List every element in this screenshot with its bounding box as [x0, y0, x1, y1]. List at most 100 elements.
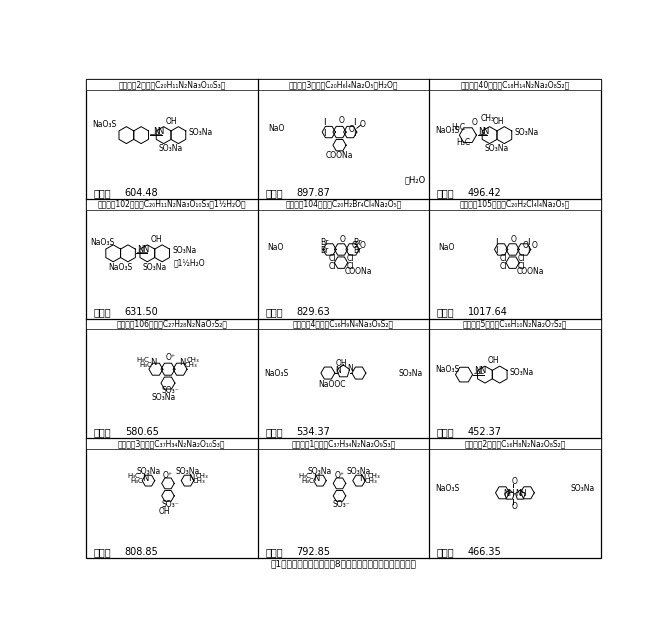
Text: 食用赤色105号　（C₂₀H₂Cl₄I₄Na₂O₅）: 食用赤色105号 （C₂₀H₂Cl₄I₄Na₂O₅）: [460, 200, 570, 209]
Text: SO₃Na: SO₃Na: [399, 369, 423, 378]
Text: 829.63: 829.63: [296, 307, 330, 317]
Text: 分子量: 分子量: [94, 427, 111, 437]
Text: Br: Br: [353, 237, 361, 246]
Text: SO₃Na: SO₃Na: [152, 393, 176, 402]
Text: O⁺: O⁺: [334, 470, 344, 479]
Text: N: N: [347, 364, 353, 373]
Text: N: N: [359, 474, 366, 483]
Text: N: N: [474, 366, 480, 375]
Text: O: O: [360, 241, 366, 250]
Text: OH: OH: [488, 356, 500, 365]
Text: CH₃: CH₃: [186, 357, 199, 363]
Text: 分子量: 分子量: [437, 188, 454, 198]
Text: 分子量: 分子量: [265, 427, 283, 437]
Text: 604.48: 604.48: [125, 188, 158, 198]
Text: H₃C: H₃C: [137, 357, 149, 363]
Text: 631.50: 631.50: [125, 307, 159, 317]
Text: 食用赤色3号　（C₂₀H₆I₄Na₂O₅・H₂O）: 食用赤色3号 （C₂₀H₆I₄Na₂O₅・H₂O）: [289, 80, 398, 89]
Text: 534.37: 534.37: [296, 427, 330, 437]
Text: O: O: [512, 502, 518, 511]
Text: OH: OH: [492, 116, 505, 126]
Text: 897.87: 897.87: [296, 188, 330, 198]
Text: NaO: NaO: [438, 243, 455, 252]
Text: O: O: [339, 116, 345, 125]
Text: CH₃: CH₃: [480, 115, 495, 124]
Text: 792.85: 792.85: [296, 547, 330, 557]
Text: Cl: Cl: [500, 255, 507, 264]
Text: I: I: [353, 118, 356, 127]
Text: O: O: [472, 118, 478, 127]
Text: 1017.64: 1017.64: [468, 307, 508, 317]
Text: 分子量: 分子量: [437, 427, 454, 437]
Text: H₃C: H₃C: [130, 477, 143, 484]
Text: NaO₃S: NaO₃S: [90, 238, 115, 247]
Text: CH₃: CH₃: [196, 474, 208, 479]
Text: SO₃⁻: SO₃⁻: [161, 500, 179, 509]
Text: N: N: [482, 127, 489, 136]
Text: O: O: [511, 235, 517, 244]
Text: O: O: [340, 235, 346, 244]
Text: CH₃: CH₃: [367, 474, 380, 479]
Text: O: O: [523, 241, 529, 250]
Text: SO₃Na: SO₃Na: [176, 467, 200, 476]
Bar: [257, 319, 429, 330]
Text: O⁺: O⁺: [163, 470, 173, 479]
Text: O: O: [512, 477, 518, 486]
Text: NH: NH: [515, 489, 527, 498]
Text: NaO₃S: NaO₃S: [264, 369, 288, 378]
Text: N: N: [142, 245, 148, 254]
Text: H₃C: H₃C: [456, 138, 471, 147]
Text: H₃C: H₃C: [139, 362, 151, 369]
Text: N: N: [188, 474, 194, 483]
Text: NaO: NaO: [267, 243, 283, 252]
Text: SO₃⁻: SO₃⁻: [333, 500, 350, 509]
Text: SO₃Na: SO₃Na: [347, 467, 371, 476]
Text: 食用緑色3号　（C₃₇H₃₄N₂Na₂O₁₀S₃）: 食用緑色3号 （C₃₇H₃₄N₂Na₂O₁₀S₃）: [118, 439, 226, 448]
Text: Cl: Cl: [346, 262, 354, 271]
Text: 食用黄色4号　（C₁₆H₉N₄Na₃O₉S₂）: 食用黄色4号 （C₁₆H₉N₄Na₃O₉S₂）: [293, 319, 394, 328]
Bar: [257, 79, 429, 90]
Text: NaO₃S: NaO₃S: [436, 125, 460, 134]
Text: O: O: [351, 241, 357, 250]
Text: NaOOC: NaOOC: [318, 380, 346, 389]
Bar: [429, 199, 601, 210]
Text: 食用赤色106号　（C₂₇H₂₈N₂NaO₇S₂）: 食用赤色106号 （C₂₇H₂₈N₂NaO₇S₂）: [117, 319, 227, 328]
Text: 分子量: 分子量: [94, 188, 111, 198]
Text: NaO₃S: NaO₃S: [92, 120, 117, 129]
Text: 食用赤色102号　（C₂₀H₁₁N₂Na₃O₁₀S₃・1½H₂O）: 食用赤色102号 （C₂₀H₁₁N₂Na₃O₁₀S₃・1½H₂O）: [98, 200, 246, 209]
Text: I: I: [353, 129, 356, 138]
Text: ・1½H₂O: ・1½H₂O: [174, 258, 206, 267]
Text: SO₃Na: SO₃Na: [159, 145, 183, 154]
Text: NaO₃S: NaO₃S: [436, 484, 460, 493]
Text: 食用赤色2号　（C₂₀H₁₁N₂Na₃O₁₀S₃）: 食用赤色2号 （C₂₀H₁₁N₂Na₃O₁₀S₃）: [118, 80, 226, 89]
Text: I: I: [527, 237, 530, 246]
Text: H₃C: H₃C: [302, 477, 314, 484]
Text: I: I: [324, 129, 326, 138]
Text: H₃C: H₃C: [452, 123, 466, 132]
Text: NaO₃S: NaO₃S: [436, 365, 460, 374]
Bar: [429, 438, 601, 449]
Text: H₃C: H₃C: [127, 474, 140, 479]
Text: SO₃Na: SO₃Na: [570, 484, 594, 493]
Text: SO₃Na: SO₃Na: [485, 145, 509, 154]
Text: NaO: NaO: [269, 124, 285, 132]
Text: Cl: Cl: [346, 255, 354, 264]
Bar: [86, 438, 257, 449]
Text: N: N: [153, 127, 159, 136]
Text: Cl: Cl: [518, 255, 525, 264]
Text: 分子量: 分子量: [265, 188, 283, 198]
Text: 580.65: 580.65: [125, 427, 159, 437]
Text: I: I: [495, 246, 498, 255]
Text: O⁺: O⁺: [165, 353, 176, 362]
Text: N: N: [180, 358, 186, 367]
Text: COONa: COONa: [345, 267, 373, 276]
Text: 466.35: 466.35: [468, 547, 502, 557]
Bar: [257, 438, 429, 449]
Text: SO₃Na: SO₃Na: [510, 368, 534, 377]
Text: SO₃Na: SO₃Na: [136, 467, 161, 476]
Text: 食用青色1号　（C₃₇H₃₄N₂Na₂O₉S₃）: 食用青色1号 （C₃₇H₃₄N₂Na₂O₉S₃）: [291, 439, 395, 448]
Text: Cl: Cl: [500, 262, 507, 271]
Text: N: N: [157, 127, 163, 136]
Text: O: O: [348, 125, 354, 134]
Text: N: N: [150, 358, 156, 367]
